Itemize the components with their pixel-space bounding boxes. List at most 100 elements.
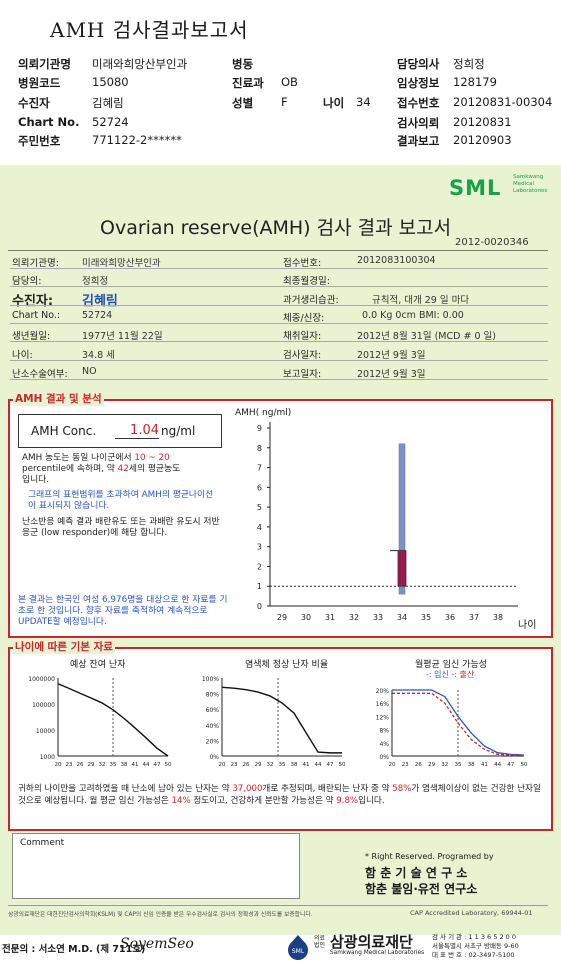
amh-x-tick-label: 33 [373, 613, 383, 622]
receipt-label: 접수번호 [397, 96, 440, 110]
pregnancy-series-0 [392, 689, 525, 756]
chart-value: 52724 [82, 310, 113, 321]
normal-ratio-x-tick-label: 23 [231, 762, 238, 768]
normal-ratio-x-tick-label: 41 [303, 762, 310, 768]
row-divider [10, 268, 548, 269]
amh-y-tick-label: 6 [257, 483, 262, 492]
request-value: 20120831 [453, 115, 512, 129]
oocyte-x-tick-label: 29 [88, 762, 95, 768]
doc-label: 담당의: [12, 276, 42, 287]
svg-text:SML: SML [292, 948, 305, 955]
chart1-title: 예상 잔여 난자 [70, 660, 126, 670]
amh-y-tick-label: 3 [257, 543, 262, 552]
pregnancy-x-tick-label: 38 [468, 762, 475, 768]
normal-ratio-y-tick-label: 40% [206, 723, 220, 730]
oocyte-y-tick-label: 10000 [36, 728, 55, 735]
amh-section-title: AMH 결과 및 분석 [13, 391, 104, 406]
basic-data-section [8, 647, 553, 831]
chart3-title: 월평균 임신 가능성 [415, 660, 487, 670]
doctor-signature: SoyemSeo [120, 936, 194, 952]
pregnancy-x-tick-label: 32 [441, 762, 448, 768]
normal-ratio-x-tick-label: 29 [255, 762, 262, 768]
normal-ratio-x-tick-label: 26 [243, 762, 250, 768]
footer-right: CAP Accredited Laboratory, 69944-01 [410, 909, 533, 917]
normal-ratio-x-tick-label: 20 [219, 762, 226, 768]
chart-label: Chart No.: [12, 310, 61, 321]
sex-label: 성별 [232, 96, 254, 110]
monthly-pregnancy-chart: 20% 16% 12% 8% 4% 0%20 23 26 29 32 35 38 41 44 47 50 [376, 688, 528, 768]
rep-value: 2012년 9월 3일 [357, 369, 426, 380]
amh-conc-value: 1.04 [115, 423, 159, 439]
amh-y-tick-label: 4 [257, 523, 262, 532]
amh-conc-label: AMH Conc. [31, 424, 97, 438]
foundation-prefix: 의료 법인 [314, 935, 326, 949]
oocyte-x-tick-label: 38 [121, 762, 128, 768]
oocyte-x-tick-label: 20 [55, 762, 62, 768]
draw-label: 채취일자: [283, 331, 322, 342]
receipt-value: 20120831-00304 [453, 95, 553, 109]
normal-ratio-line [221, 686, 342, 754]
oocyte-x-tick-label: 41 [132, 762, 139, 768]
oocyte-x-tick-label: 26 [77, 762, 84, 768]
pregnancy-x-tick-label: 23 [402, 762, 409, 768]
specialist-name: 전문의 : 서소연 M.D. (제 711호) [2, 944, 146, 955]
rcpt-value: 2012083100304 [357, 255, 436, 266]
page-title: AMH 검사결과보고서 [50, 18, 249, 42]
normal-ratio-x-tick-label: 35 [279, 762, 286, 768]
pregnancy-y-tick-label: 0% [379, 754, 389, 761]
amh-patient-bar [397, 550, 407, 587]
pt-label: 수진자: [12, 294, 54, 309]
doctor-value: 정희정 [453, 57, 485, 71]
pregnancy-x-tick-label: 26 [415, 762, 422, 768]
amh-x-tick-label: 38 [493, 613, 503, 622]
pregnancy-x-tick-label: 29 [428, 762, 435, 768]
dept-label: 진료과 [232, 76, 264, 90]
basic-section-title: 나이에 따른 기본 자료 [13, 639, 115, 654]
rights-text: * Right Reserved. Programed by [365, 852, 494, 861]
amh-conc-unit: ng/ml [161, 424, 196, 438]
dept-value: OB [281, 75, 298, 89]
oocyte-x-tick-label: 50 [165, 762, 172, 768]
amh-y-tick-label: 1 [257, 582, 262, 591]
pregnancy-x-tick-label: 50 [521, 762, 528, 768]
oocyte-y-tick-label: 1000000 [28, 676, 55, 683]
pregnancy-y-tick-label: 20% [376, 688, 390, 695]
divider [8, 905, 548, 906]
chart2-title: 염색체 정상 난자 비율 [245, 660, 329, 670]
foundation-logo-icon: SML [283, 932, 313, 962]
wh-value: 0.0 Kg 0cm BMI: 0.00 [362, 310, 464, 321]
normal-ratio-x-tick-label: 44 [315, 762, 322, 768]
amh-data-note: 본 결과는 한국인 여성 6,976명을 대상으로 한 자료를 기초로 한 것입… [18, 595, 228, 627]
request-label: 검사의뢰 [397, 116, 440, 130]
amh-x-tick-label: 30 [301, 613, 311, 622]
sex-value: F [281, 95, 288, 109]
inst-value: 미래와희망산부인과 [82, 258, 161, 269]
chart-no-value: 52724 [92, 115, 129, 129]
clinical-value: 128179 [453, 75, 497, 89]
comment-box: Comment [12, 833, 300, 899]
patient-value: 김혜림 [92, 96, 124, 110]
amh-note-range: 그래프의 표현범위를 초과하여 AMH의 평균나이선이 표시되지 않습니다. [28, 490, 214, 511]
age-label: 나이: [12, 350, 33, 361]
pregnancy-y-tick-label: 4% [379, 741, 389, 748]
amh-y-tick-label: 9 [257, 424, 262, 433]
institution-value: 미래와희망산부인과 [92, 57, 188, 71]
foundation-info: 검 사 기 관 : 1 1 3 6 5 2 0 0 서울특별시 서초구 방배동 … [432, 933, 519, 959]
rrn-value: 771122-2****** [92, 133, 182, 147]
normal-ratio-y-tick-label: 0% [209, 754, 219, 761]
amh-responder-text: 난소반응 예측 결과 배란유도 또는 과배란 유도시 저반응군 (low res… [22, 517, 220, 538]
oocyte-x-tick-label: 32 [99, 762, 106, 768]
row-divider [10, 341, 548, 342]
oocyte-line [57, 683, 169, 757]
amh-conc-box: AMH Conc. 1.04 ng/ml [18, 414, 222, 448]
amh-x-tick-label: 36 [445, 613, 455, 622]
amh-range-bar [398, 443, 406, 595]
doc-value: 정희정 [82, 276, 109, 287]
pregnancy-x-tick-label: 44 [494, 762, 501, 768]
amh-y-tick-label: 5 [257, 503, 262, 512]
age-value: 34 [356, 95, 371, 109]
inst-label: 의뢰기관명: [12, 258, 59, 269]
test-value: 2012년 9월 3일 [357, 350, 426, 361]
